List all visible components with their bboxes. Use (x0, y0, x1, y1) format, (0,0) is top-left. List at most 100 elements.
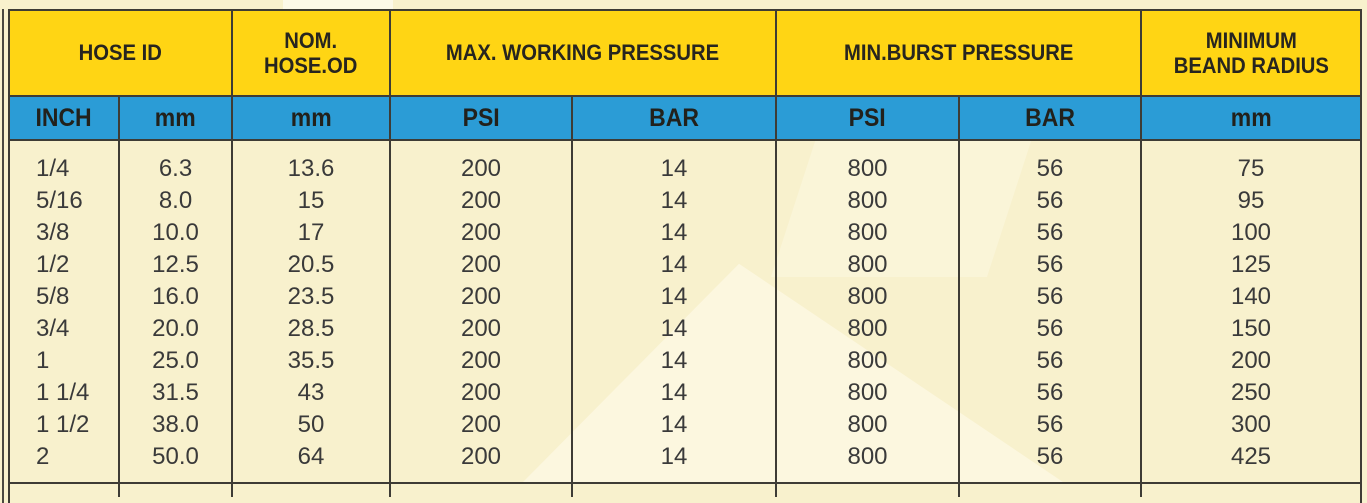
unit-cell-bar: BAR (571, 97, 775, 139)
data-cell: 5/8 (36, 283, 70, 310)
unit-cell-inch: INCH (10, 97, 118, 139)
data-cell: 1 1/4 (36, 379, 90, 406)
data-cell: 20.5 (287, 251, 335, 278)
data-cell: 14 (660, 443, 688, 470)
page-left-border (2, 9, 4, 503)
data-cell: 95 (1237, 187, 1265, 214)
data-cell: 14 (660, 379, 688, 406)
unit-cell-mm: mm (118, 97, 231, 139)
data-cell: 38.0 (152, 411, 199, 438)
data-cell: 800 (847, 347, 888, 374)
data-cell: 200 (460, 315, 502, 342)
data-cell: 800 (847, 155, 888, 182)
data-cell: 10.0 (152, 219, 199, 246)
data-cell: 425 (1230, 443, 1272, 470)
data-cell: 1 1/2 (36, 411, 90, 438)
header-row: HOSE ID NOM. HOSE.OD MAX. WORKING PRESSURE… (10, 11, 1360, 97)
data-cell: 56 (1036, 315, 1064, 342)
data-cell: 800 (847, 283, 888, 310)
data-cell: 3/8 (36, 219, 70, 246)
data-cell: 800 (847, 219, 888, 246)
data-cell: 200 (460, 379, 502, 406)
data-cell: 56 (1036, 411, 1064, 438)
data-cell: 56 (1036, 379, 1064, 406)
unit-cell-label: BAR (649, 103, 699, 132)
data-cell: 14 (660, 347, 688, 374)
header-cell-max-working-pressure: MAX. WORKING PRESSURE (389, 11, 775, 95)
unit-cell-label: BAR (1025, 103, 1075, 132)
hose-spec-table: HOSE ID NOM. HOSE.OD MAX. WORKING PRESSURE… (8, 9, 1362, 503)
data-column-1: 1/4 5/16 3/8 1/2 5/8 3/4 1 1 1/4 1 1/2 2 (10, 141, 118, 482)
stub-cell (10, 484, 118, 497)
data-column-5: 14 14 14 14 14 14 14 14 14 14 (571, 141, 775, 482)
header-cell-nom-hose-od: NOM. HOSE.OD (231, 11, 389, 95)
page-watermark-patch (283, 0, 393, 10)
data-cell: 13.6 (287, 155, 335, 182)
stub-cell (389, 484, 571, 497)
unit-cell-label: mm (1230, 103, 1272, 132)
data-cell: 35.5 (287, 347, 335, 374)
table-bottom-stub (10, 484, 1360, 497)
units-row: INCH mm mm PSI BAR PSI BAR mm (10, 97, 1360, 141)
data-cell: 56 (1036, 219, 1064, 246)
data-column-8: 75 95 100 125 140 150 200 250 300 425 (1140, 141, 1360, 482)
data-cell: 5/16 (36, 187, 83, 214)
header-cell-label: MIN.BURST PRESSURE (843, 40, 1074, 66)
data-cell: 25.0 (152, 347, 199, 374)
data-cell: 17 (297, 219, 325, 246)
unit-cell-psi: PSI (389, 97, 571, 139)
data-cell: 200 (460, 411, 502, 438)
stub-cell (1140, 484, 1360, 497)
data-cell: 56 (1036, 187, 1064, 214)
data-cell: 28.5 (287, 315, 335, 342)
data-cell: 12.5 (152, 251, 199, 278)
data-cell: 56 (1036, 155, 1064, 182)
header-cell-minimum-beand-radius: MINIMUM BEAND RADIUS (1140, 11, 1360, 95)
header-cell-label: HOSE ID (78, 40, 163, 66)
unit-cell-label: PSI (462, 103, 500, 132)
data-cell: 250 (1230, 379, 1272, 406)
data-cell: 56 (1036, 283, 1064, 310)
unit-cell-label: mm (155, 103, 196, 132)
data-cell: 200 (460, 155, 502, 182)
data-cell: 14 (660, 187, 688, 214)
data-cell: 800 (847, 443, 888, 470)
header-cell-hose-id: HOSE ID (10, 11, 231, 95)
data-cell: 64 (297, 443, 325, 470)
stub-cell (571, 484, 775, 497)
data-column-4: 200 200 200 200 200 200 200 200 200 200 (389, 141, 571, 482)
data-cell: 1 (36, 347, 50, 374)
data-cell: 200 (460, 219, 502, 246)
table-body: 1/4 5/16 3/8 1/2 5/8 3/4 1 1 1/4 1 1/2 2 6.3 8.0 10.… (10, 141, 1360, 484)
data-cell: 200 (460, 347, 502, 374)
data-cell: 31.5 (152, 379, 199, 406)
header-cell-label: NOM. HOSE.OD (264, 27, 358, 78)
data-cell: 14 (660, 411, 688, 438)
data-cell: 1/2 (36, 251, 70, 278)
stub-cell (231, 484, 389, 497)
data-column-6: 800 800 800 800 800 800 800 800 800 800 (775, 141, 958, 482)
data-cell: 800 (847, 411, 888, 438)
data-cell: 3/4 (36, 315, 70, 342)
header-cell-label: MAX. WORKING PRESSURE (446, 40, 720, 66)
data-cell: 20.0 (152, 315, 199, 342)
data-cell: 300 (1230, 411, 1272, 438)
data-cell: 16.0 (152, 283, 199, 310)
data-cell: 800 (847, 379, 888, 406)
data-column-2: 6.3 8.0 10.0 12.5 16.0 20.0 25.0 31.5 38.0 50.0 (118, 141, 231, 482)
data-cell: 200 (460, 443, 502, 470)
unit-cell-bar: BAR (958, 97, 1140, 139)
data-cell: 56 (1036, 443, 1064, 470)
data-cell: 100 (1230, 219, 1272, 246)
unit-cell-label: PSI (848, 103, 887, 132)
data-column-7: 56 56 56 56 56 56 56 56 56 56 (958, 141, 1140, 482)
data-cell: 56 (1036, 251, 1064, 278)
data-cell: 50.0 (152, 443, 199, 470)
data-cell: 14 (660, 155, 688, 182)
header-cell-label: MINIMUM BEAND RADIUS (1173, 27, 1329, 78)
data-cell: 23.5 (287, 283, 335, 310)
data-cell: 43 (297, 379, 325, 406)
data-cell: 800 (847, 187, 888, 214)
data-cell: 200 (460, 187, 502, 214)
data-cell: 15 (297, 187, 325, 214)
